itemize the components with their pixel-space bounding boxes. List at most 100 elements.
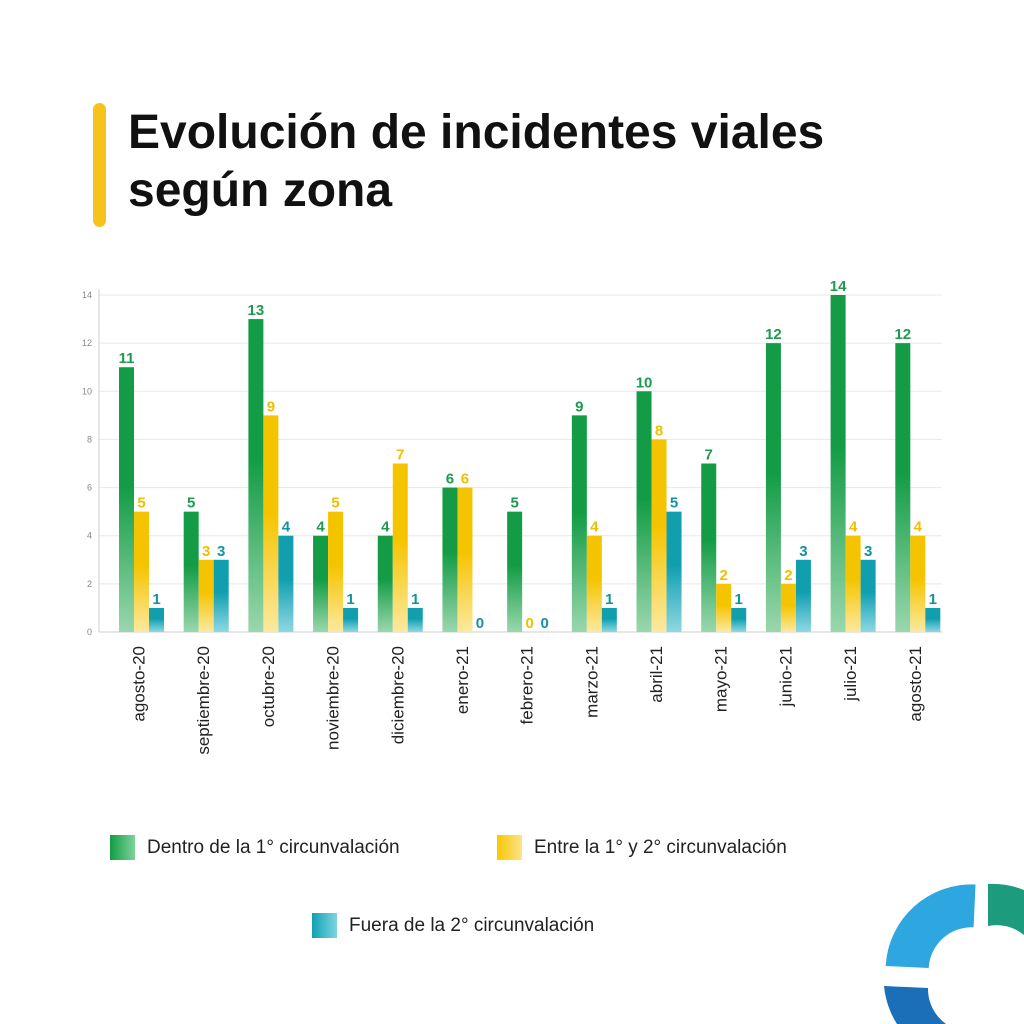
y-tick-label: 0 [87,627,92,637]
bar-entre [263,415,279,632]
bar-value-label: 12 [765,326,782,343]
x-tick-label: marzo-21 [582,646,601,718]
bar-value-label: 4 [914,519,923,536]
bar-value-label: 4 [282,519,291,536]
x-tick-label: agosto-20 [130,646,149,722]
bar-fuera [278,535,294,632]
bar-dentro [442,487,458,632]
x-tick-label: diciembre-20 [388,646,407,744]
bar-value-label: 1 [346,591,354,608]
bar-entre [586,535,602,632]
bar-dentro [895,343,911,632]
y-tick-label: 6 [87,483,92,493]
bar-value-label: 4 [381,519,390,536]
bar-value-label: 2 [784,567,792,584]
bar-value-label: 12 [894,326,911,343]
bar-value-label: 5 [670,495,678,512]
bar-value-label: 3 [799,543,807,560]
legend-label-fuera: Fuera de la 2° circunvalación [349,914,595,936]
bar-dentro [701,463,717,632]
bar-value-label: 13 [248,302,265,319]
x-tick-label: julio-21 [841,646,860,702]
y-tick-label: 12 [82,338,92,348]
bar-dentro [313,535,329,632]
bar-dentro [183,511,199,632]
bar-entre [651,439,667,632]
legend-item-dentro: Dentro de la 1° circunvalación [110,835,400,860]
bar-value-label: 8 [655,422,663,439]
bar-fuera [860,559,876,632]
y-tick-label: 8 [87,434,92,444]
chart-title-line-2: según zona [128,164,393,217]
x-tick-label: octubre-20 [259,646,278,727]
x-tick-label: junio-21 [776,646,795,708]
bar-entre [392,463,408,632]
bar-dentro [507,511,523,632]
legend-swatch-entre [497,835,522,860]
legend-item-fuera: Fuera de la 2° circunvalación [312,913,594,938]
bar-entre [198,559,214,632]
bar-dentro [830,295,846,632]
bar-value-label: 0 [476,615,484,632]
legend-swatch-fuera [312,913,337,938]
bar-entre [780,583,796,632]
bar-fuera [795,559,811,632]
bar-dentro [636,391,652,632]
bar-value-label: 9 [575,398,583,415]
bar-value-label: 7 [396,447,404,464]
bar-dentro [765,343,781,632]
bar-value-label: 9 [267,398,275,415]
bar-value-label: 5 [510,495,518,512]
y-tick-label: 14 [82,290,92,300]
x-tick-label: noviembre-20 [324,646,343,750]
bar-fuera [213,559,229,632]
bar-dentro [248,319,264,632]
x-tick-label: abril-21 [647,646,666,703]
bar-value-label: 1 [152,591,160,608]
bar-value-label: 14 [830,278,847,295]
legend-label-dentro: Dentro de la 1° circunvalación [147,836,400,858]
bar-value-label: 2 [720,567,728,584]
bar-fuera [666,511,682,632]
bar-entre [328,511,344,632]
bar-entre [845,535,861,632]
x-tick-label: enero-21 [453,646,472,714]
title-accent-bar [93,103,106,227]
bar-fuera [343,607,359,632]
bar-value-label: 5 [137,495,145,512]
legend-swatch-dentro [110,835,135,860]
bar-dentro [119,367,134,632]
bar-value-label: 4 [316,519,325,536]
x-tick-label: septiembre-20 [194,646,213,755]
x-tick-label: agosto-21 [906,646,925,722]
bar-value-label: 1 [735,591,743,608]
bar-fuera [925,607,941,632]
bar-value-label: 5 [331,495,339,512]
bar-value-label: 4 [590,519,599,536]
chart-title-line-1: Evolución de incidentes viales [128,106,825,159]
bar-value-label: 3 [217,543,225,560]
bar-fuera [731,607,747,632]
legend-item-entre: Entre la 1° y 2° circunvalación [497,835,787,860]
bar-value-label: 6 [461,471,469,488]
bar-entre [134,511,149,632]
bar-value-label: 3 [202,543,210,560]
y-tick-label: 2 [87,579,92,589]
bar-value-label: 3 [864,543,872,560]
x-tick-label: febrero-21 [518,646,537,724]
bar-entre [910,535,926,632]
x-tick-label: mayo-21 [712,646,731,712]
bar-dentro [571,415,587,632]
bar-value-label: 5 [187,495,195,512]
bar-fuera [149,607,164,632]
bar-entre [457,487,473,632]
bar-value-label: 11 [119,350,135,367]
bar-value-label: 0 [540,615,548,632]
bar-value-label: 1 [929,591,937,608]
y-tick-label: 10 [82,386,92,396]
brand-logo-icon [884,883,1024,1024]
bar-fuera [601,607,617,632]
chart-title: Evolución de incidentes viales según zon… [128,104,824,220]
bar-value-label: 1 [605,591,613,608]
